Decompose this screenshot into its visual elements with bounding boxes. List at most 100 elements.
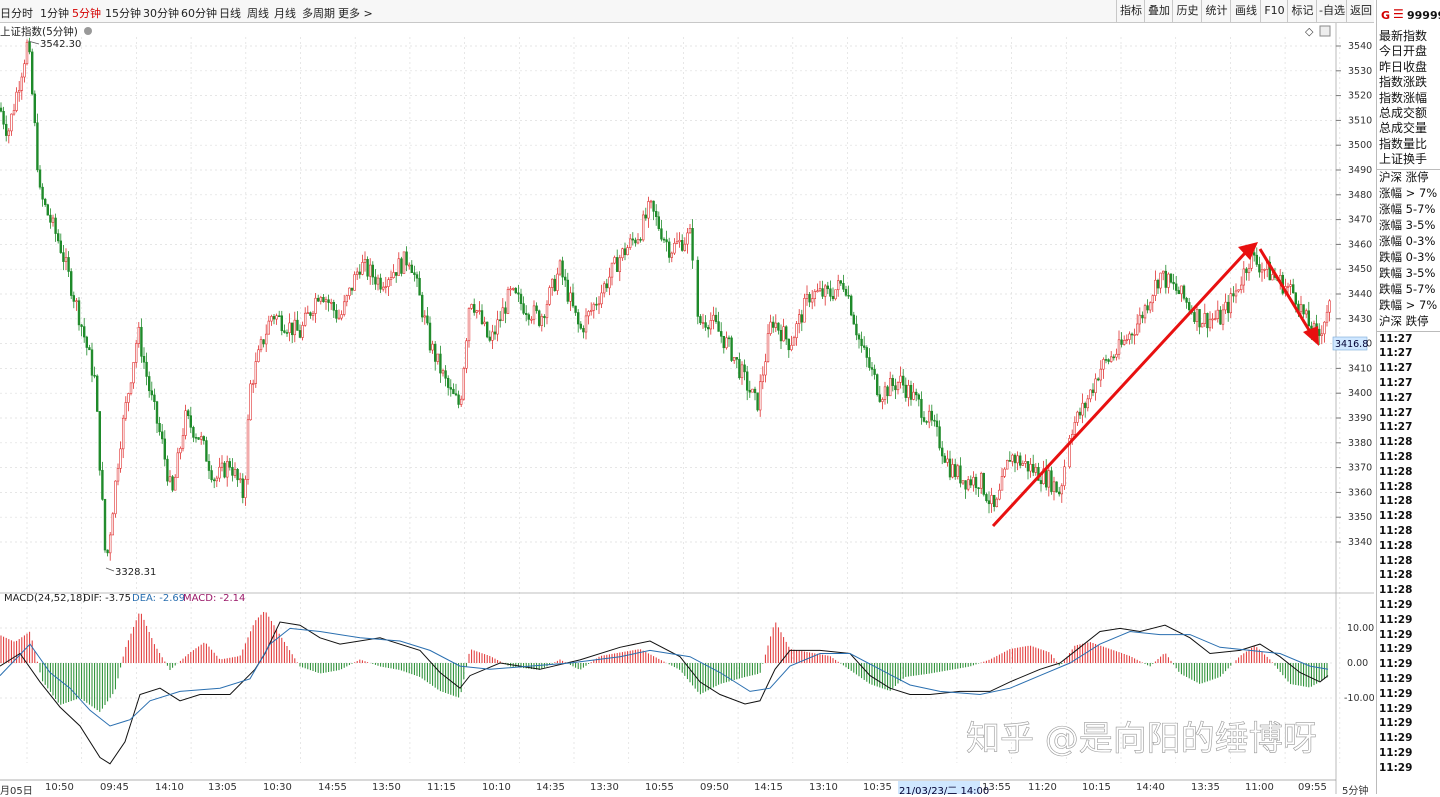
- macd-dif: DIF: -3.75: [83, 593, 131, 604]
- tool-draw[interactable]: 画线: [1230, 0, 1261, 22]
- candle-body: [116, 467, 120, 482]
- tool-mark[interactable]: 标记: [1287, 0, 1317, 22]
- chart-settings-icon[interactable]: [84, 27, 92, 35]
- scroll-box-icon[interactable]: [1319, 25, 1331, 37]
- candle-body: [888, 378, 892, 397]
- candle-body: [322, 296, 325, 303]
- candle-body: [1237, 289, 1240, 292]
- candle-body: [504, 307, 507, 314]
- candle-body: [316, 297, 320, 302]
- breadth-label: 沪深 涨停: [1379, 169, 1429, 184]
- x-label: 10:35: [863, 782, 892, 793]
- quote-panel: G ☰ 999999 最新指数今日开盘昨日收盘指数涨跌指数涨幅总成交额总成交量指…: [1376, 0, 1440, 794]
- period-monthly[interactable]: 月线: [274, 7, 296, 20]
- period-30min[interactable]: 30分钟: [143, 7, 179, 20]
- period-daily[interactable]: 日线: [219, 7, 241, 20]
- period-60min[interactable]: 60分钟: [181, 7, 217, 20]
- candle-body: [80, 324, 83, 327]
- tool-indicator[interactable]: 指标: [1116, 0, 1145, 22]
- tick-time: 11:29: [1379, 717, 1413, 730]
- candle-body: [597, 303, 601, 306]
- tick-time: 11:29: [1379, 747, 1413, 759]
- candle-body: [870, 367, 874, 370]
- tool-f10[interactable]: F10: [1260, 0, 1288, 22]
- candle-body: [462, 367, 465, 400]
- candle-body: [280, 315, 283, 332]
- period-1min[interactable]: 1分钟: [40, 7, 69, 20]
- candle-body: [878, 394, 882, 402]
- candle-body: [1211, 318, 1214, 321]
- candle-body: [1011, 454, 1014, 462]
- candle-body: [579, 323, 583, 329]
- candle-body: [600, 292, 603, 305]
- tool-overlay[interactable]: 叠加: [1144, 0, 1173, 22]
- candle-body: [1169, 273, 1173, 283]
- candle-body: [769, 321, 772, 334]
- candle-body: [77, 300, 81, 326]
- candle-body: [1216, 309, 1220, 319]
- candle-body: [267, 320, 270, 335]
- candle-body: [127, 393, 130, 403]
- period-15min[interactable]: 15分钟: [105, 7, 141, 20]
- tool-history[interactable]: 历史: [1172, 0, 1202, 22]
- candle-body: [428, 322, 432, 351]
- candle-body: [381, 286, 385, 290]
- candle-body: [400, 258, 403, 274]
- candle-body: [1003, 468, 1006, 477]
- diamond-icon[interactable]: ◇: [1305, 25, 1314, 38]
- tick-time: 11:29: [1379, 599, 1413, 611]
- candle-body: [740, 364, 744, 379]
- candle-body: [254, 361, 257, 384]
- candle-body: [686, 232, 689, 245]
- candle-body: [366, 259, 369, 277]
- candle-body: [561, 260, 564, 278]
- candle-body: [540, 316, 544, 326]
- candle-body: [933, 419, 936, 422]
- candle-body: [605, 283, 609, 289]
- candle-body: [446, 377, 450, 388]
- menu-icon[interactable]: ☰: [1393, 7, 1404, 21]
- candle-body: [290, 322, 294, 336]
- tool-statistics[interactable]: 统计: [1201, 0, 1231, 22]
- candle-body: [1081, 402, 1084, 416]
- candle-body: [623, 248, 627, 256]
- candle-body: [717, 321, 720, 332]
- candle-body: [1305, 310, 1308, 315]
- candle-body: [966, 479, 970, 490]
- candle-body: [1208, 318, 1212, 329]
- x-period-label[interactable]: 5分钟: [1342, 786, 1369, 797]
- macd-tick-neg10: -10.00: [1344, 693, 1374, 704]
- candle-body: [1177, 290, 1181, 295]
- candle-body: [1125, 339, 1129, 341]
- price-tick-label: 3540: [1348, 41, 1372, 52]
- tool-back[interactable]: 返回: [1346, 0, 1375, 22]
- low-marker: [105, 567, 115, 572]
- candle-body: [777, 322, 780, 331]
- period-weekly[interactable]: 周线: [247, 7, 269, 20]
- period-multi[interactable]: 多周期: [302, 7, 335, 20]
- candle-body: [1045, 468, 1048, 488]
- price-tick-label: 3510: [1348, 115, 1372, 126]
- candle-body: [210, 470, 213, 481]
- chart-title: 上证指数(5分钟): [0, 25, 78, 38]
- kline-chart[interactable]: 3540 3530 3520 3510 3500 3490 3480 3470 3460 3450…: [0, 23, 1374, 794]
- candle-body: [571, 292, 575, 307]
- candle-body: [615, 257, 619, 272]
- candle-body: [602, 283, 606, 294]
- period-5min[interactable]: 5分钟: [72, 7, 101, 20]
- candle-body: [236, 468, 239, 481]
- breadth-label: 涨幅 0-3%: [1379, 233, 1436, 248]
- candle-body: [701, 322, 705, 324]
- period-intraday[interactable]: 日分时: [0, 7, 33, 20]
- candle-body: [1013, 454, 1017, 464]
- x-label: 13:55: [982, 782, 1011, 793]
- candle-body: [917, 394, 921, 400]
- candle-body: [1120, 339, 1123, 345]
- candle-body: [1195, 309, 1199, 322]
- breadth-label: 跌幅 > 7%: [1379, 297, 1438, 312]
- candle-body: [394, 272, 398, 276]
- breadth-label: 涨幅 5-7%: [1379, 201, 1436, 216]
- candle-body: [722, 335, 726, 349]
- more-menu[interactable]: 更多 >: [338, 7, 373, 20]
- tool-watchlist[interactable]: -自选: [1316, 0, 1347, 22]
